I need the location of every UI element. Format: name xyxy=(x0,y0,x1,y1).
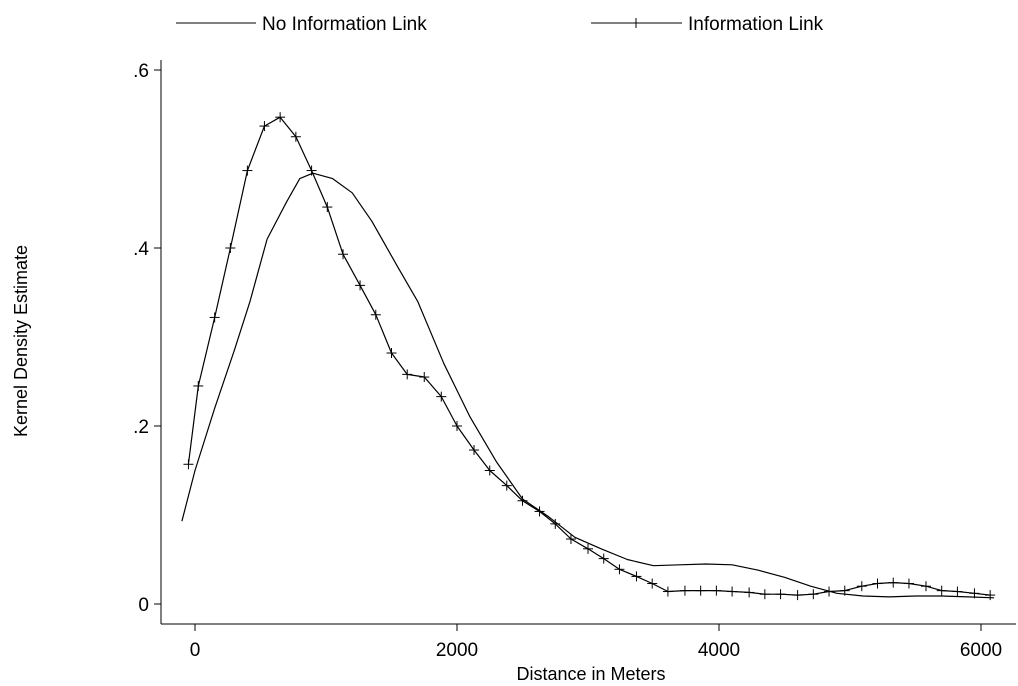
y-tick-label: .4 xyxy=(133,239,149,260)
data-point-information-link xyxy=(614,564,625,575)
data-point-information-link xyxy=(259,121,270,132)
data-point-information-link xyxy=(583,543,593,554)
data-point-information-link xyxy=(355,280,366,291)
data-point-information-link xyxy=(452,421,462,431)
data-point-information-link xyxy=(985,590,996,601)
data-point-information-link xyxy=(534,506,545,517)
data-point-information-link xyxy=(920,581,931,592)
data-point-information-link xyxy=(792,590,803,601)
data-point-information-link xyxy=(808,589,819,600)
data-point-information-link xyxy=(969,588,980,599)
x-ticks: 0 2000 4000 6000 xyxy=(190,624,1002,661)
data-point-information-link xyxy=(647,578,658,589)
x-tick-label: 0 xyxy=(190,640,201,661)
data-point-information-link xyxy=(598,553,609,564)
data-point-information-link xyxy=(469,445,480,456)
data-point-information-link xyxy=(839,585,850,596)
data-point-information-link xyxy=(275,112,286,123)
data-point-information-link xyxy=(193,380,204,391)
data-point-information-link xyxy=(856,581,867,592)
data-point-information-link xyxy=(695,585,706,596)
x-tick-label: 4000 xyxy=(698,640,740,661)
data-point-information-link xyxy=(888,577,899,588)
data-point-information-link xyxy=(225,243,236,253)
data-point-information-link xyxy=(436,391,447,402)
data-point-information-link xyxy=(306,165,317,176)
data-point-information-link xyxy=(903,578,914,589)
data-point-information-link xyxy=(662,586,673,597)
y-axis-title: Kernel Density Estimate xyxy=(11,245,31,437)
data-point-information-link xyxy=(711,585,722,596)
data-point-information-link xyxy=(370,309,381,320)
data-point-information-link xyxy=(338,249,349,260)
data-point-information-link xyxy=(759,589,770,600)
data-point-information-link xyxy=(419,372,430,383)
legend: No Information Link Information Link xyxy=(176,14,824,35)
legend-label-information-link: Information Link xyxy=(688,14,824,35)
y-ticks: 0 .2 .4 .6 xyxy=(133,61,161,616)
x-tick-label: 6000 xyxy=(960,640,1002,661)
data-point-information-link xyxy=(550,518,561,529)
data-point-information-link xyxy=(242,165,253,176)
data-point-information-link xyxy=(872,578,883,589)
y-tick-label: .2 xyxy=(133,417,149,438)
data-point-information-link xyxy=(209,312,220,323)
data-point-information-link xyxy=(952,586,963,597)
data-point-information-link xyxy=(402,369,413,380)
data-point-information-link xyxy=(631,571,642,582)
data-point-information-link xyxy=(183,459,194,470)
data-point-information-link xyxy=(744,587,755,598)
data-point-information-link xyxy=(565,534,576,545)
y-tick-label: .6 xyxy=(133,61,149,82)
data-point-information-link xyxy=(290,131,301,142)
data-point-information-link xyxy=(824,586,835,597)
data-point-information-link xyxy=(386,348,397,359)
series-line-no-information-link xyxy=(181,172,995,599)
data-point-information-link xyxy=(679,585,690,596)
data-point-information-link xyxy=(501,480,512,491)
x-tick-label: 2000 xyxy=(436,640,478,661)
data-point-information-link xyxy=(936,585,947,596)
series-line-information-link xyxy=(187,116,991,596)
data-point-information-link xyxy=(484,465,495,476)
data-point-information-link xyxy=(322,202,333,213)
x-axis-title: Distance in Meters xyxy=(516,664,665,684)
legend-marker-information-link xyxy=(631,18,641,28)
legend-label-no-information-link: No Information Link xyxy=(262,14,427,35)
data-point-information-link xyxy=(517,495,528,506)
y-tick-label: 0 xyxy=(138,595,149,616)
data-point-information-link xyxy=(775,589,786,600)
data-point-information-link xyxy=(727,586,738,597)
plot-area xyxy=(181,112,996,601)
